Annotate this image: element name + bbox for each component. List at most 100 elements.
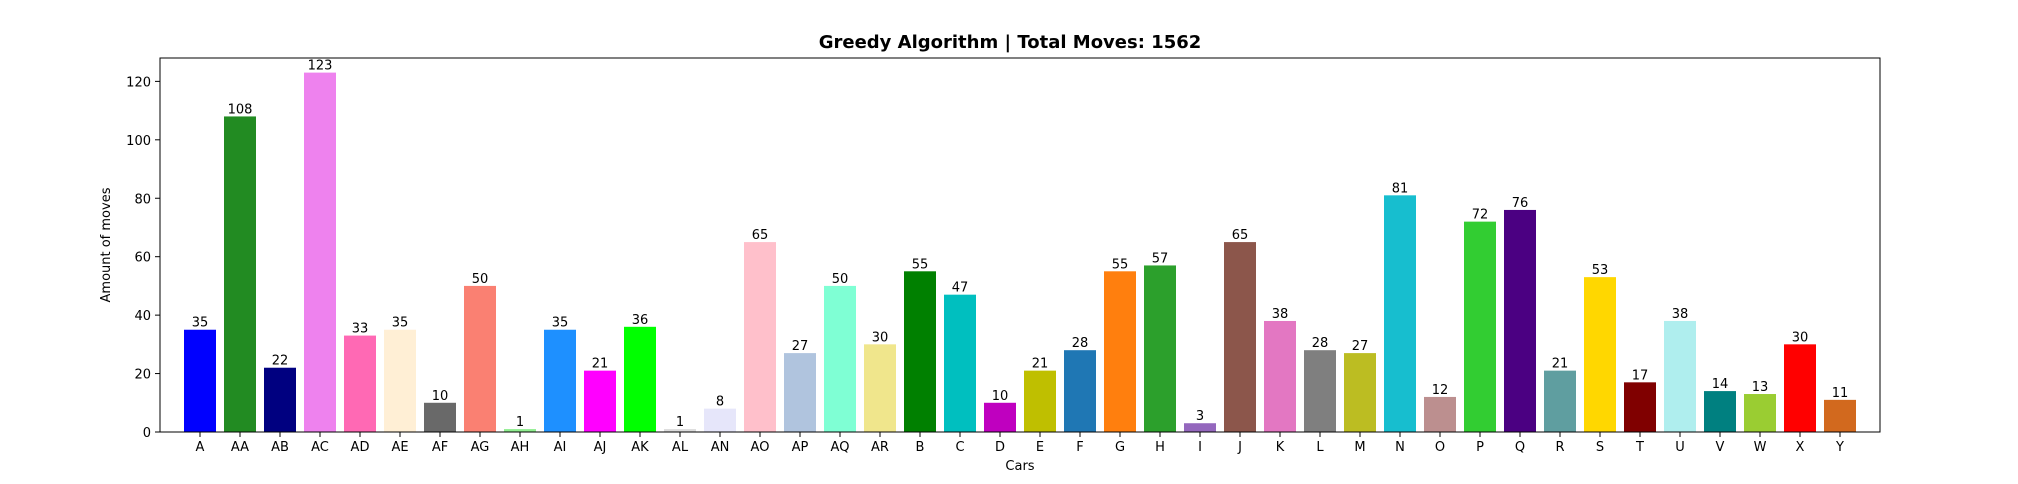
x-tick-label-H: H [1155, 440, 1165, 455]
bar-AR [864, 344, 896, 432]
value-label-C: 47 [952, 281, 969, 296]
x-tick-label-G: G [1115, 440, 1125, 455]
x-tick-label-AN: AN [711, 440, 730, 455]
x-tick-label-L: L [1316, 440, 1324, 455]
x-tick-label-AJ: AJ [594, 440, 607, 455]
bar-K [1264, 320, 1296, 432]
bar-AK [624, 326, 656, 432]
value-label-M: 27 [1352, 339, 1369, 354]
bar-S [1584, 277, 1616, 432]
value-label-D: 10 [992, 389, 1009, 404]
x-tick-label-AK: AK [631, 440, 649, 455]
value-label-AI: 35 [552, 316, 569, 331]
value-label-AC: 123 [308, 59, 333, 74]
value-label-G: 55 [1112, 257, 1129, 272]
x-tick-label-AD: AD [351, 440, 370, 455]
x-tick-label-AQ: AQ [831, 440, 850, 455]
bar-F [1064, 350, 1096, 432]
value-label-V: 14 [1712, 377, 1729, 392]
x-axis-label: Cars [1005, 459, 1034, 474]
bar-C [944, 294, 976, 432]
value-label-AO: 65 [752, 228, 769, 243]
x-tick-label-AA: AA [231, 440, 249, 455]
y-tick-label-120: 120 [126, 75, 151, 90]
value-label-O: 12 [1432, 383, 1449, 398]
bar-X [1784, 344, 1816, 432]
bar-AG [464, 285, 496, 432]
bar-AD [344, 335, 376, 432]
value-label-Y: 11 [1832, 386, 1849, 401]
value-label-AA: 108 [228, 102, 253, 117]
bar-AI [544, 329, 576, 432]
x-tick-label-F: F [1076, 440, 1083, 455]
y-axis-label: Amount of moves [99, 187, 114, 302]
y-tick-label-100: 100 [126, 134, 151, 149]
bar-AH [504, 429, 536, 432]
x-tick-label-I: I [1198, 440, 1202, 455]
bar-T [1624, 382, 1656, 432]
bar-AP [784, 353, 816, 432]
value-label-AD: 33 [352, 322, 369, 337]
value-label-U: 38 [1672, 307, 1689, 322]
bar-Y [1824, 399, 1856, 432]
y-tick-label-20: 20 [134, 368, 151, 383]
value-label-AN: 8 [716, 395, 724, 410]
value-label-AL: 1 [676, 415, 684, 430]
value-label-A: 35 [192, 316, 209, 331]
x-tick-label-E: E [1036, 440, 1044, 455]
value-label-K: 38 [1272, 307, 1289, 322]
x-tick-label-W: W [1754, 440, 1767, 455]
bar-AL [664, 429, 696, 432]
y-tick-label-80: 80 [134, 192, 151, 207]
x-tick-label-AI: AI [554, 440, 567, 455]
value-label-AE: 35 [392, 316, 409, 331]
bar-AC [304, 72, 336, 433]
x-tick-label-U: U [1675, 440, 1685, 455]
x-tick-label-AF: AF [432, 440, 448, 455]
bar-U [1664, 320, 1696, 432]
bar-E [1024, 370, 1056, 432]
x-axis: A AA AB AC AD AE AF AG AH AI AJ AK AL AN AO AP AQ AR B C D E F… [196, 432, 1844, 455]
value-label-AQ: 50 [832, 272, 849, 287]
value-label-F: 28 [1072, 336, 1089, 351]
bar-W [1744, 394, 1776, 432]
bar-AO [744, 242, 776, 432]
value-label-AH: 1 [516, 415, 524, 430]
x-tick-label-V: V [1716, 440, 1725, 455]
bar-AJ [584, 370, 616, 432]
x-tick-label-AC: AC [311, 440, 329, 455]
x-tick-label-S: S [1596, 440, 1604, 455]
y-tick-label-60: 60 [134, 251, 151, 266]
value-label-N: 81 [1392, 181, 1409, 196]
x-tick-label-AO: AO [751, 440, 770, 455]
bar-D [984, 402, 1016, 432]
bar-J [1224, 242, 1256, 432]
bar-B [904, 271, 936, 432]
x-tick-label-AP: AP [792, 440, 809, 455]
value-label-AK: 36 [632, 313, 649, 328]
bar-N [1384, 195, 1416, 432]
value-label-AP: 27 [792, 339, 809, 354]
bar-M [1344, 353, 1376, 432]
value-label-E: 21 [1032, 357, 1049, 372]
x-tick-label-X: X [1796, 440, 1805, 455]
bar-AN [704, 408, 736, 433]
x-tick-label-AL: AL [672, 440, 689, 455]
value-label-J: 65 [1232, 228, 1249, 243]
x-tick-label-D: D [995, 440, 1005, 455]
x-tick-label-M: M [1354, 440, 1365, 455]
bar-AQ [824, 285, 856, 432]
bar-AF [424, 402, 456, 432]
x-tick-label-K: K [1276, 440, 1285, 455]
x-tick-label-AB: AB [271, 440, 289, 455]
x-tick-label-Q: Q [1515, 440, 1525, 455]
bar-I [1184, 423, 1216, 432]
x-tick-label-AE: AE [391, 440, 408, 455]
x-tick-label-R: R [1555, 440, 1564, 455]
value-label-Q: 76 [1512, 196, 1529, 211]
bar-P [1464, 221, 1496, 433]
plot-frame [159, 57, 1881, 433]
value-label-AJ: 21 [592, 357, 609, 372]
value-label-R: 21 [1552, 357, 1569, 372]
bar-G [1104, 271, 1136, 432]
